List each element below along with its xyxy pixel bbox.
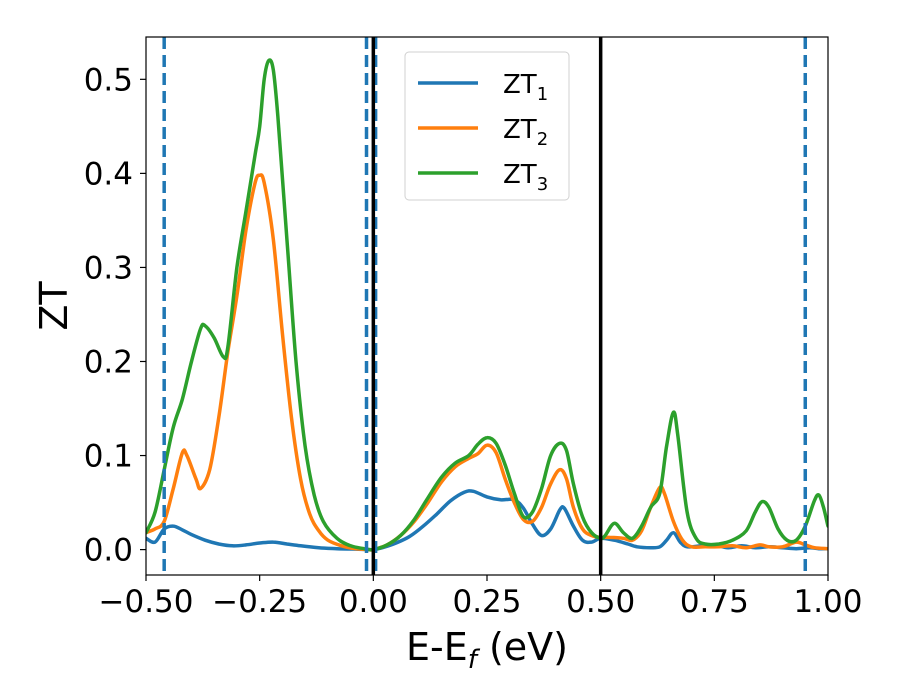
series-lines	[146, 58, 828, 552]
x-tick-label: 0.00	[339, 584, 408, 620]
y-tick-label: 0.5	[84, 62, 133, 98]
x-tick-label: 0.25	[452, 584, 521, 620]
y-tick-label: 0.3	[84, 250, 133, 286]
series-line-2	[146, 173, 828, 552]
x-axis-label-tail: (eV)	[477, 625, 568, 669]
y-tick-label: 0.0	[84, 533, 133, 569]
legend-label-1: ZT1	[503, 70, 548, 105]
x-axis-label-base: E-E	[406, 625, 468, 669]
x-tick-label: 1.00	[793, 584, 862, 620]
y-axis-label: ZT	[32, 281, 76, 331]
x-tick-label: −0.25	[212, 584, 307, 620]
legend-items: ZT1 ZT2 ZT3	[418, 70, 548, 195]
y-tick-label: 0.2	[84, 344, 133, 380]
x-tick-label: −0.50	[99, 584, 194, 620]
x-axis-ticks: −0.50 −0.25 0.00 0.25 0.50 0.75 1.00	[99, 575, 863, 620]
reference-lines	[162, 37, 808, 575]
legend-label-2: ZT2	[503, 115, 548, 150]
y-tick-label: 0.4	[84, 156, 133, 192]
legend: ZT1 ZT2 ZT3	[404, 51, 570, 201]
legend-box	[404, 51, 570, 201]
y-tick-label: 0.1	[84, 439, 133, 475]
series-line-3	[146, 58, 828, 552]
x-axis-label: E-Ef (eV)	[406, 625, 568, 675]
x-tick-label: 0.50	[566, 584, 635, 620]
x-tick-label: 0.75	[680, 584, 749, 620]
legend-label-3: ZT3	[503, 160, 548, 195]
y-axis-ticks: 0.0 0.1 0.2 0.3 0.4 0.5	[84, 62, 146, 569]
